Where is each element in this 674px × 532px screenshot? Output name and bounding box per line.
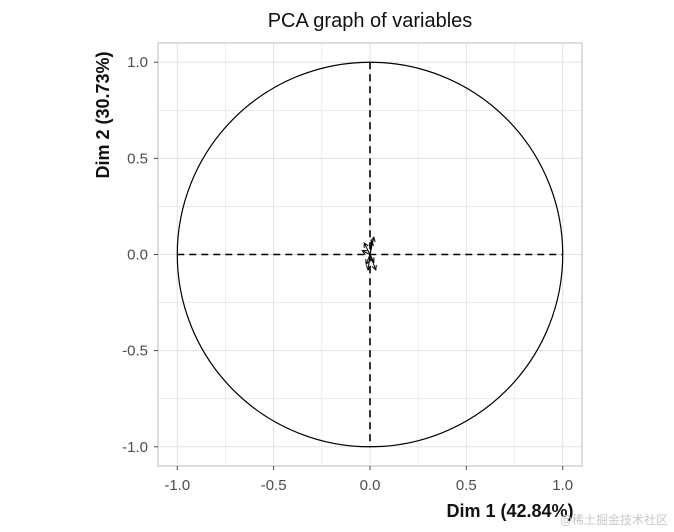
variable-vector: [363, 242, 371, 255]
plot-area: [176, 61, 564, 448]
variable-vector-arrowhead: [371, 264, 377, 271]
variable-vector-arrowhead: [368, 239, 375, 246]
x-tick-label: 0.5: [456, 477, 477, 494]
y-tick-label: 0.0: [127, 247, 148, 264]
variable-vector-arrowhead: [370, 236, 376, 243]
watermark: @稀土掘金技术社区: [559, 513, 668, 527]
x-tick-label: 1.0: [552, 477, 573, 494]
variable-vector-arrowhead: [363, 241, 369, 248]
variable-vector: [369, 254, 375, 263]
y-tick-label: 0.5: [127, 150, 148, 167]
x-tick-label: 0.0: [360, 477, 381, 494]
x-axis-label: Dim 1 (42.84%): [446, 501, 573, 521]
y-axis-label: Dim 2 (30.73%): [93, 51, 113, 178]
y-tick-label: -0.5: [122, 343, 148, 360]
variable-vector-arrowhead: [365, 265, 372, 271]
variable-vector-arrowhead: [369, 257, 375, 264]
variable-vector-arrowhead: [361, 250, 368, 255]
y-axis-ticks: 1.0 0.5 0.0 -0.5 -1.0: [122, 54, 158, 456]
y-tick-label: -1.0: [122, 439, 148, 456]
variable-vector: [367, 254, 371, 270]
y-tick-label: 1.0: [127, 54, 148, 71]
variable-vector: [369, 240, 373, 255]
x-tick-label: -1.0: [164, 477, 190, 494]
x-axis-ticks: -1.0 -0.5 0.0 0.5 1.0: [164, 466, 573, 494]
x-tick-label: -0.5: [261, 477, 287, 494]
variable-vector: [362, 250, 371, 255]
chart-title: PCA graph of variables: [268, 10, 473, 32]
